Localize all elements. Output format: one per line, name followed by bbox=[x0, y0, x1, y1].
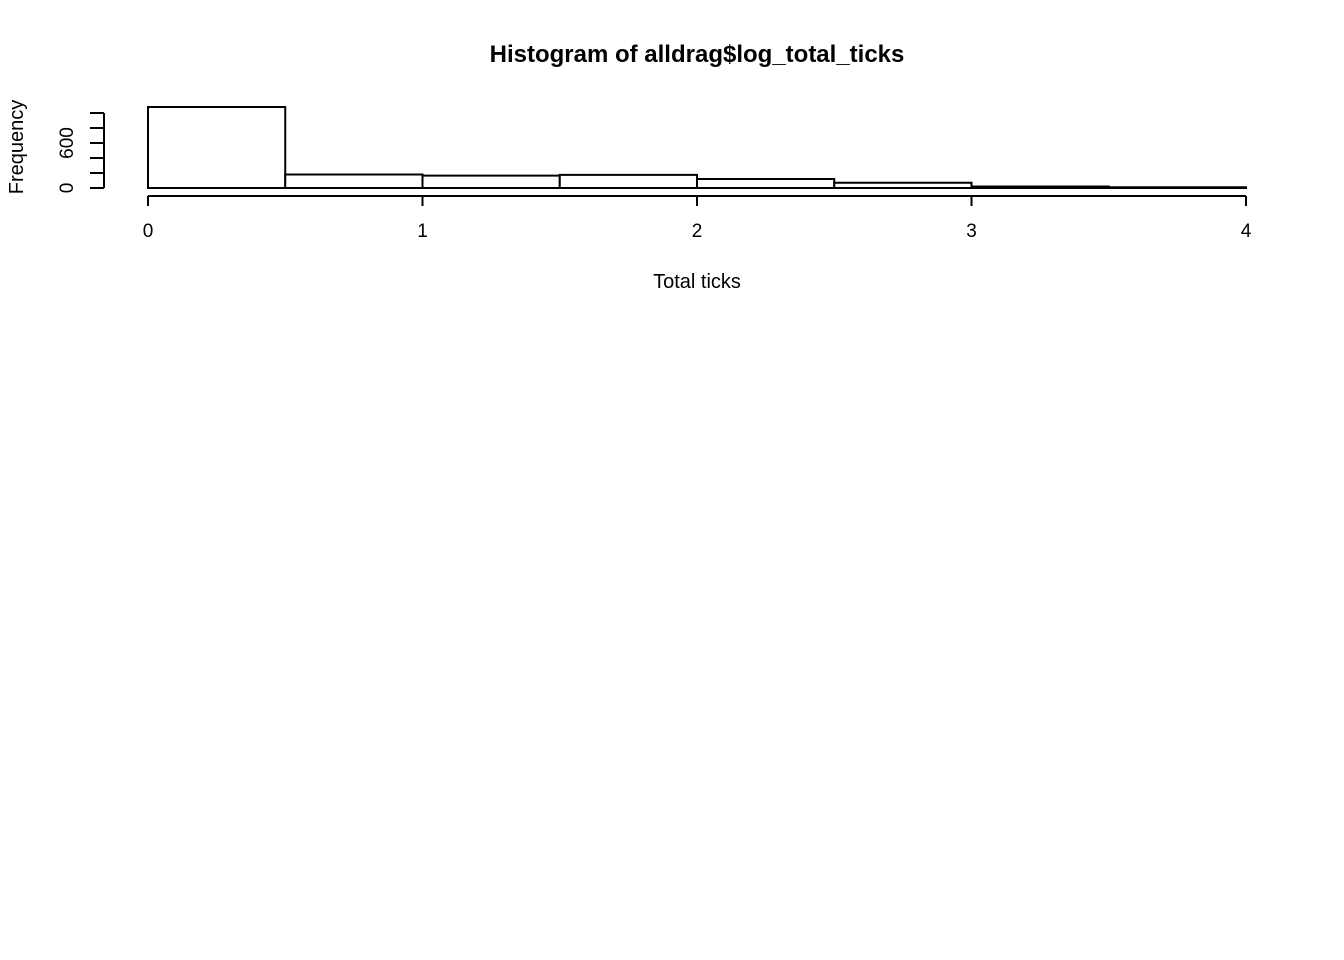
x-tick-label-2: 2 bbox=[692, 221, 703, 242]
y-tick-label-0: 0 bbox=[57, 183, 78, 194]
histogram-bar-2 bbox=[421, 174, 561, 189]
y-axis: 0 600 bbox=[57, 112, 105, 194]
y-tick-label-1: 600 bbox=[57, 127, 78, 159]
x-tick-label-4: 4 bbox=[1241, 221, 1252, 242]
bars-group bbox=[147, 106, 1247, 189]
x-axis: 0 1 2 3 4 bbox=[143, 195, 1252, 242]
x-tick-label-1: 1 bbox=[417, 221, 428, 242]
histogram-bar-5 bbox=[833, 181, 973, 189]
histogram-bar-6 bbox=[970, 185, 1110, 189]
histogram-bar-3 bbox=[558, 173, 698, 189]
chart-title: Histogram of alldrag$log_total_ticks bbox=[490, 41, 905, 68]
histogram-bar-0 bbox=[147, 106, 287, 189]
histogram-bar-7 bbox=[1107, 186, 1247, 189]
x-tick-label-3: 3 bbox=[966, 221, 977, 242]
histogram-bar-1 bbox=[284, 173, 424, 189]
histogram-bar-4 bbox=[696, 178, 836, 189]
x-tick-label-0: 0 bbox=[143, 221, 154, 242]
y-axis-label: Frequency bbox=[6, 100, 28, 195]
x-axis-label: Total ticks bbox=[653, 271, 741, 293]
